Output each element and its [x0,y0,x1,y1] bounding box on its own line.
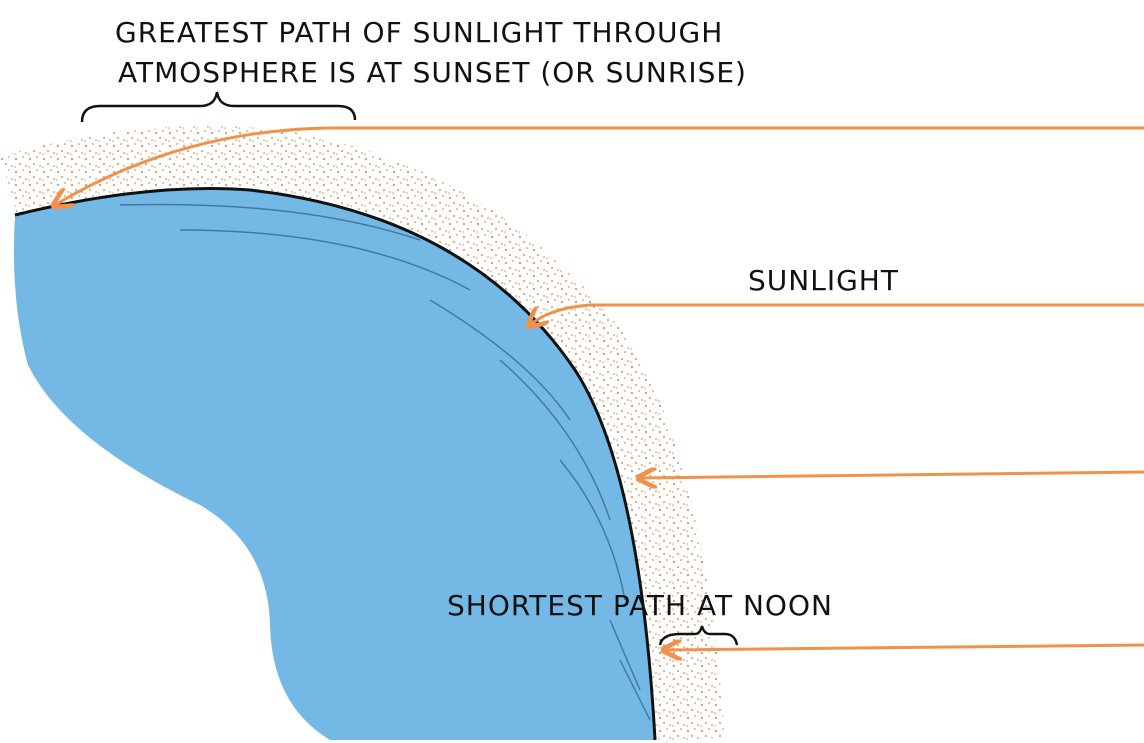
ray [55,126,1144,205]
brace [658,625,739,646]
caption-line: GREATEST PATH OF SUNLIGHT THROUGH [115,16,723,49]
ray [665,645,1144,650]
ray [640,472,1144,478]
brace [80,91,357,123]
noon-label: SHORTEST PATH AT NOON [447,589,833,622]
earth [13,188,656,740]
caption-line: ATMOSPHERE IS AT SUNSET (OR SUNRISE) [118,56,747,89]
ray [530,303,1144,325]
atmosphere [0,125,725,743]
earth-outline [14,186,657,741]
sun-rays [55,126,1144,650]
sunlight-label: SUNLIGHT [748,264,899,297]
shading [119,203,651,721]
